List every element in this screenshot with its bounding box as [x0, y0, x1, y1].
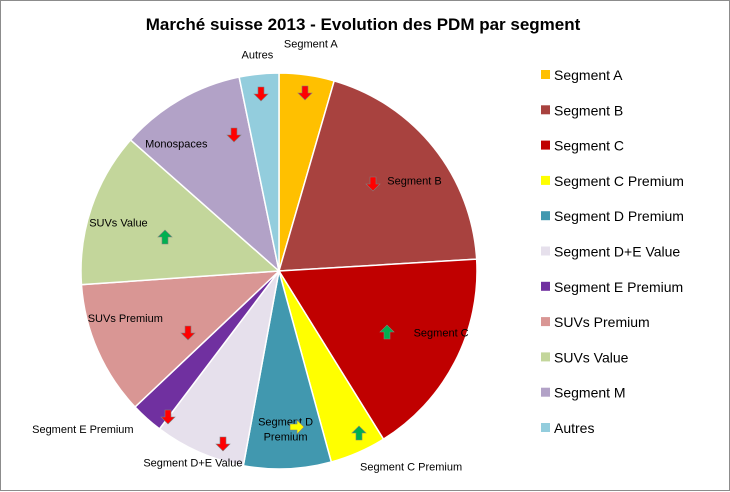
trend-arrow-up-suvs-value [157, 229, 173, 245]
legend-swatch [541, 211, 550, 221]
legend-item-autres: Autres [541, 420, 594, 436]
labels-layer: Segment A Segment B Segment C Segment C Pre… [32, 39, 469, 474]
legend: Segment A Segment B Segment C Segment C Pre… [541, 67, 684, 436]
slice-suvs-value [80, 138, 281, 286]
trend-arrow-down-segment-m [226, 127, 242, 143]
slice-label-autres: Autres [242, 49, 274, 61]
slice-label-segment-d-plus-e-value: Segment D+E Value [143, 458, 242, 470]
legend-item-suvs-value: SUVs Value [541, 349, 629, 365]
legend-item-segment-e-premium: Segment E Premium [541, 279, 683, 295]
trend-arrow-down-suvs-premium [180, 325, 196, 341]
trend-arrow-up-segment-c-premium [351, 425, 367, 441]
slice-label-segment-m: Monospaces [145, 139, 208, 151]
legend-swatch [541, 387, 550, 397]
legend-swatch [541, 423, 550, 432]
legend-item-segment-d-plus-e-value: Segment D+E Value [541, 244, 680, 260]
legend-label: SUVs Premium [554, 314, 650, 330]
slice-label-segment-c: Segment C [414, 328, 469, 340]
slices-layer [80, 72, 478, 470]
slice-segment-b [277, 79, 478, 272]
slice-label-segment-b: Segment B [387, 176, 441, 188]
legend-label: Segment C [554, 138, 624, 154]
legend-item-segment-m: Segment M [541, 385, 626, 401]
trend-arrow-down-segment-e-premium [160, 409, 176, 425]
legend-label: Segment E Premium [554, 279, 683, 295]
legend-item-segment-a: Segment A [541, 67, 623, 83]
legend-swatch [541, 246, 550, 256]
legend-item-segment-c: Segment C [541, 138, 624, 154]
slice-label-suvs-premium: SUVs Premium [88, 313, 163, 325]
slice-segment-c [277, 258, 478, 441]
legend-swatch [541, 352, 550, 362]
chart-title: Marché suisse 2013 - Evolution des PDM p… [146, 15, 581, 34]
legend-swatch [541, 70, 550, 79]
legend-label: SUVs Value [554, 349, 629, 365]
legend-swatch [541, 105, 550, 115]
trend-arrow-down-segment-d-plus-e-value [215, 436, 231, 452]
legend-label: Segment B [554, 102, 623, 118]
legend-label: Segment D Premium [554, 208, 684, 224]
legend-swatch [541, 140, 550, 150]
legend-label: Segment C Premium [554, 173, 684, 189]
slice-suvs-premium [80, 270, 282, 409]
trend-arrow-down-segment-b [365, 176, 381, 192]
legend-item-segment-d-premium: Segment D Premium [541, 208, 684, 224]
legend-item-segment-c-premium: Segment C Premium [541, 173, 684, 189]
slice-label-suvs-value: SUVs Value [89, 218, 148, 230]
trend-arrow-down-autres [253, 86, 269, 102]
legend-label: Segment M [554, 385, 626, 401]
legend-item-segment-b: Segment B [541, 102, 623, 118]
legend-swatch [541, 281, 550, 291]
trend-arrow-up-segment-c [379, 324, 395, 340]
slice-label-segment-e-premium: Segment E Premium [32, 424, 133, 436]
trend-arrow-down-segment-a [297, 85, 313, 101]
legend-swatch [541, 175, 550, 185]
slice-label-segment-c-premium: Segment C Premium [360, 462, 462, 474]
slice-autres [238, 72, 280, 272]
slice-label-segment-a: Segment A [284, 39, 338, 51]
legend-label: Autres [554, 420, 594, 436]
legend-label: Segment A [554, 67, 623, 83]
slice-segment-m [129, 76, 281, 274]
trend-arrow-flat-segment-d-premium [289, 419, 305, 435]
legend-label: Segment D+E Value [554, 244, 680, 260]
legend-item-suvs-premium: SUVs Premium [541, 314, 650, 330]
legend-swatch [541, 317, 550, 327]
